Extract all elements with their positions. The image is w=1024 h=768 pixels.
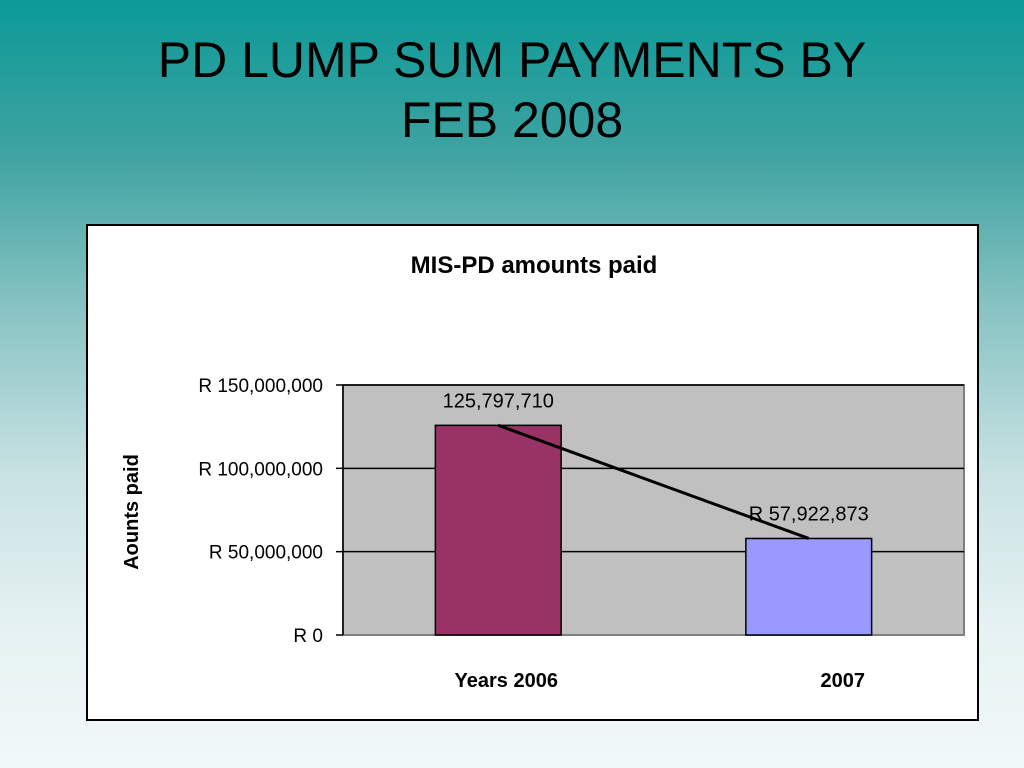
bars	[434, 424, 873, 636]
slide-title: PD LUMP SUM PAYMENTS BY FEB 2008	[0, 30, 1024, 150]
y-tick-label: R 150,000,000	[198, 376, 323, 397]
bar-chart: MIS-PD amounts paid R 0 R 50,000,000 R 100…	[121, 252, 965, 692]
chart-frame: MIS-PD amounts paid R 0 R 50,000,000 R 100…	[86, 224, 979, 721]
slide-title-line2: FEB 2008	[400, 92, 624, 148]
data-label: 125,797,710	[443, 390, 554, 412]
data-labels: 125,797,710 R 57,922,873	[443, 390, 869, 525]
y-axis-ticks: R 0 R 50,000,000 R 100,000,000 R 150,000,00…	[198, 376, 344, 647]
bar	[745, 537, 873, 636]
y-tick-label: R 0	[293, 626, 323, 647]
trendline	[497, 423, 810, 540]
category-labels: Years 2006 2007	[455, 670, 865, 692]
category-label: 2007	[821, 670, 866, 692]
chart-title: MIS-PD amounts paid	[411, 252, 658, 279]
y-tick-label: R 100,000,000	[198, 459, 323, 480]
y-axis-title: Aounts paid	[121, 454, 143, 570]
y-tick-label: R 50,000,000	[209, 543, 323, 564]
bar	[434, 424, 562, 636]
trendline-group	[497, 423, 810, 540]
category-label: Years 2006	[455, 670, 558, 692]
slide-title-line1: PD LUMP SUM PAYMENTS BY	[157, 32, 867, 88]
data-label: R 57,922,873	[749, 503, 869, 525]
